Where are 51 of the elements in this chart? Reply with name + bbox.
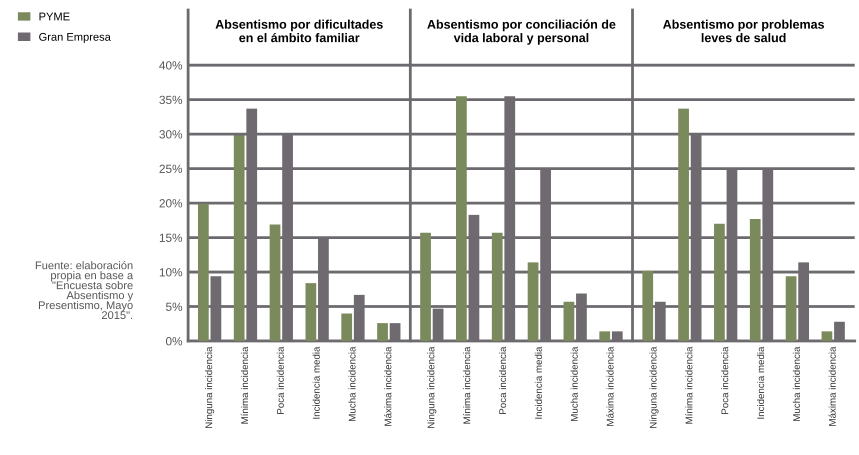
bar (678, 108, 689, 342)
x-tick-label: Mínima incidencia (240, 346, 248, 424)
y-tick-label: 20% (160, 199, 182, 208)
bar (822, 331, 832, 342)
x-tick-label: Mucha incidencia (348, 346, 356, 421)
y-tick-label: 0% (166, 337, 182, 346)
bar (528, 262, 538, 342)
bar (456, 96, 467, 342)
y-tick-label: 5% (166, 302, 182, 311)
legend-label: PYME (40, 12, 70, 20)
text: Absentismo por conciliación de vida laboral y personal (427, 19, 616, 45)
x-tick-label: Poca incidencia (721, 346, 728, 414)
bar (492, 232, 503, 342)
bar (564, 302, 574, 342)
text: Absentismo por problemas leves de salud (663, 20, 824, 42)
y-tick-label: 35% (159, 96, 182, 104)
bar (234, 136, 245, 342)
x-tick-label: Máxima incidencia (606, 346, 614, 426)
y-tick-label: 10% (160, 268, 182, 276)
bar (377, 323, 388, 342)
bar (786, 276, 796, 342)
bar (305, 283, 316, 342)
bar (750, 218, 761, 342)
x-tick-label: Máxima incidencia (384, 346, 392, 426)
x-tick-label: Poca incidencia (498, 346, 506, 414)
bar (599, 331, 610, 342)
x-tick-label: Ninguna incidencia (649, 346, 659, 428)
y-tick-label: 25% (160, 164, 182, 174)
bar (198, 204, 209, 342)
x-tick-label: Máxima incidencia (828, 346, 836, 426)
bar (420, 232, 431, 342)
x-tick-label: Incidencia media (756, 346, 764, 419)
x-tick-label: Ninguna incidencia (427, 346, 436, 428)
x-tick-label: Mucha incidencia (792, 346, 800, 421)
y-tick-label: 30% (159, 130, 182, 139)
x-tick-label: Incidencia media (312, 346, 320, 419)
x-tick-label: Ninguna incidencia (205, 346, 214, 428)
bar (714, 224, 725, 342)
x-tick-label: Mínima incidencia (685, 346, 692, 424)
text: Absentismo por dificultades en el ámbito familiar (215, 20, 383, 42)
x-tick-label: Incidencia media (534, 346, 542, 419)
x-tick-label: Poca incidencia (276, 346, 284, 414)
y-tick-label: 15% (160, 234, 182, 242)
y-tick-label: 40% (159, 61, 182, 70)
x-tick-label: Mínima incidencia (463, 346, 470, 424)
bar (642, 270, 654, 342)
bar (341, 313, 352, 342)
bar (270, 224, 280, 342)
x-tick-label: Mucha incidencia (570, 346, 578, 421)
source-note: Fuente: elaboración propia en base a "Encuesta sobre Absentismo y Presentismo, Mayo 2015". (36, 261, 134, 320)
legend-label: Gran Empresa (39, 32, 111, 43)
